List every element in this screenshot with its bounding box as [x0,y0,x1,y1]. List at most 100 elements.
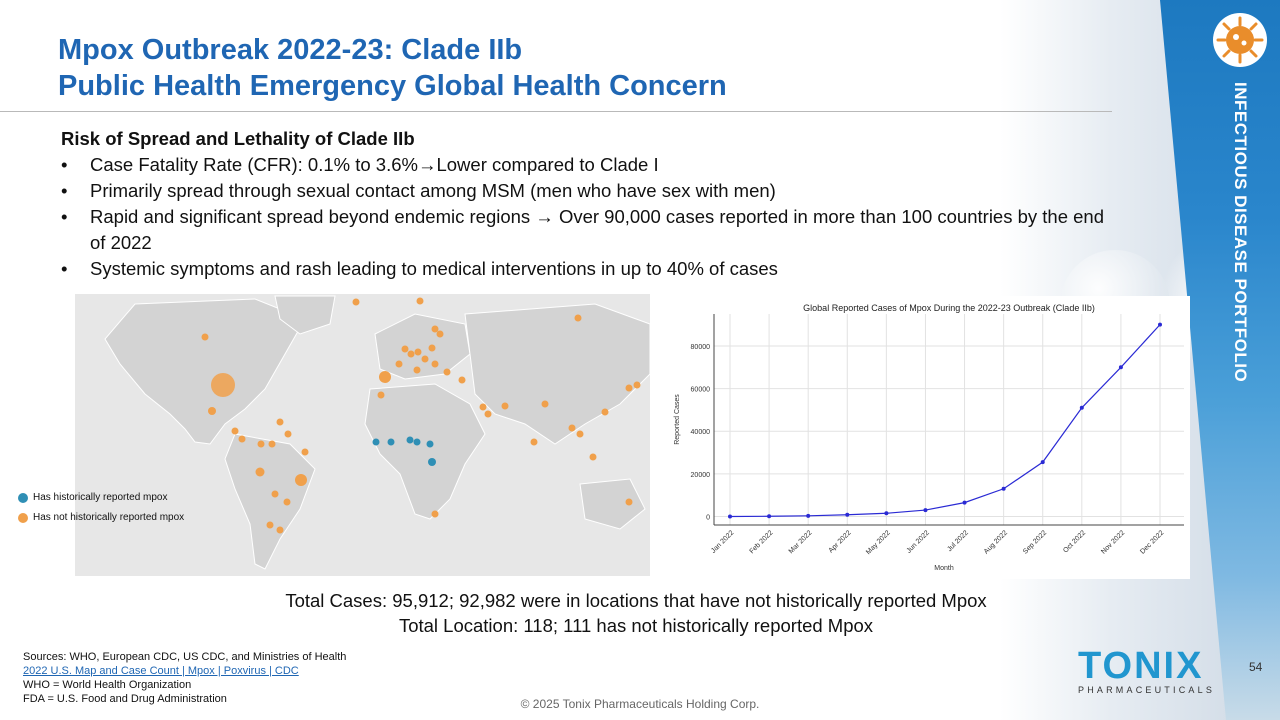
map-marker-blue [413,438,421,446]
data-point [923,508,928,513]
greenland-shape [274,295,336,335]
map-marker-orange [530,438,538,446]
cases-chart: Global Reported Cases of Mpox During the… [657,296,1190,579]
risk-content: Risk of Spread and Lethality of Clade II… [61,126,1111,282]
virus-icon [1213,13,1267,67]
abbreviation-fda: FDA = U.S. Food and Drug Administration [23,693,227,705]
map-marker-orange [257,440,265,448]
map-marker-orange [377,391,385,399]
map-marker-orange [633,381,641,389]
map-marker-blue [428,458,436,466]
map-marker-orange [479,403,487,411]
map-marker-blue [406,436,414,444]
map-marker-orange [266,521,274,529]
chart-title: Global Reported Cases of Mpox During the… [803,303,1095,313]
abbreviation-who: WHO = World Health Organization [23,679,192,691]
copyright-footer: © 2025 Tonix Pharmaceuticals Holding Cor… [520,697,760,711]
legend-swatch-orange [18,513,28,523]
map-marker-orange [255,467,265,477]
data-point [1079,405,1084,410]
data-point [767,514,772,519]
y-tick-label: 0 [706,514,710,521]
legend-label: Has not historically reported mpox [33,512,185,523]
data-point [884,511,889,516]
map-marker-orange [431,325,439,333]
map-marker-orange [208,407,216,415]
map-marker-orange [352,298,360,306]
tonix-logo: TONIX PHARMACEUTICALS [1078,645,1216,695]
title-line-2: Public Health Emergency Global Health Co… [58,70,727,102]
map-legend: Has historically reported mpox Has not h… [18,488,184,528]
map-marker-orange [401,345,409,353]
map-marker-orange [625,498,633,506]
map-marker-orange [379,371,391,383]
map-marker-blue [372,438,380,446]
map-marker-orange [231,427,239,435]
x-tick-label: Jun 2022 [906,529,931,554]
x-tick-label: Sep 2022 [1022,529,1048,555]
asia-shape [464,303,650,445]
map-marker-orange [574,314,582,322]
x-tick-label: Mar 2022 [788,529,814,555]
page-number: 54 [1249,660,1263,674]
map-marker-blue [387,438,395,446]
map-marker-orange [413,366,421,374]
map-marker-orange [295,474,307,486]
map-marker-orange [576,430,584,438]
map-marker-orange [283,498,291,506]
north-america-shape [104,298,306,445]
cdc-source-link[interactable]: 2022 U.S. Map and Case Count | Mpox | Po… [23,665,299,677]
map-marker-orange [211,373,235,397]
totals-summary: Total Cases: 95,912; 92,982 were in loca… [160,588,1112,638]
data-point [728,514,732,519]
map-marker-orange [276,418,284,426]
bullet-item: Primarily spread through sexual contact … [61,178,1111,204]
africa-shape [364,383,486,520]
data-point [1040,460,1045,465]
chart-svg: Global Reported Cases of Mpox During the… [674,303,1184,572]
map-marker-orange [484,410,492,418]
map-marker-orange [541,400,549,408]
map-marker-orange [601,408,609,416]
totals-cases: Total Cases: 95,912; 92,982 were in loca… [285,590,987,611]
x-tick-label: Apr 2022 [828,529,853,554]
legend-item: Has not historically reported mpox [18,508,184,528]
y-tick-label: 80000 [691,344,711,351]
bullet-list: Case Fatality Rate (CFR): 0.1% to 3.6%→L… [61,152,1111,282]
bullet-item: Rapid and significant spread beyond ende… [61,204,1111,256]
map-marker-orange [284,430,292,438]
australia-shape [579,478,646,530]
y-axis-label: Reported Cases [674,394,681,445]
map-marker-orange [271,490,279,498]
data-point [1118,365,1123,370]
map-marker-orange [201,333,209,341]
map-marker-orange [414,348,422,356]
data-point [1158,322,1162,327]
south-america-shape [224,433,316,570]
section-label: INFECTIOUS DISEASE PORTFOLIO [1231,82,1250,383]
series-line [729,324,1161,518]
map-marker-orange [501,402,509,410]
logo-wordmark: TONIX [1078,645,1204,687]
bullet-item: Systemic symptoms and rash leading to me… [61,256,1111,282]
map-marker-orange [238,435,246,443]
x-tick-label: May 2022 [865,529,892,556]
map-marker-orange [589,453,597,461]
y-tick-label: 60000 [691,387,711,394]
x-tick-label: Feb 2022 [749,529,775,555]
x-tick-label: Nov 2022 [1100,529,1126,555]
x-tick-label: Dec 2022 [1139,529,1165,555]
map-marker-orange [301,448,309,456]
y-tick-label: 40000 [691,429,711,436]
map-marker-orange [625,384,633,392]
x-tick-label: Jul 2022 [946,529,970,553]
map-marker-orange [421,355,429,363]
y-tick-label: 20000 [691,472,711,479]
totals-locations: Total Location: 118; 111 has not histori… [398,615,874,636]
map-marker-orange [428,344,436,352]
page-title: Mpox Outbreak 2022-23: Clade IIb Public … [58,32,727,104]
europe-shape [374,313,471,380]
logo-subtitle: PHARMACEUTICALS [1078,685,1216,695]
map-marker-orange [568,424,576,432]
x-tick-label: Oct 2022 [1062,529,1087,554]
